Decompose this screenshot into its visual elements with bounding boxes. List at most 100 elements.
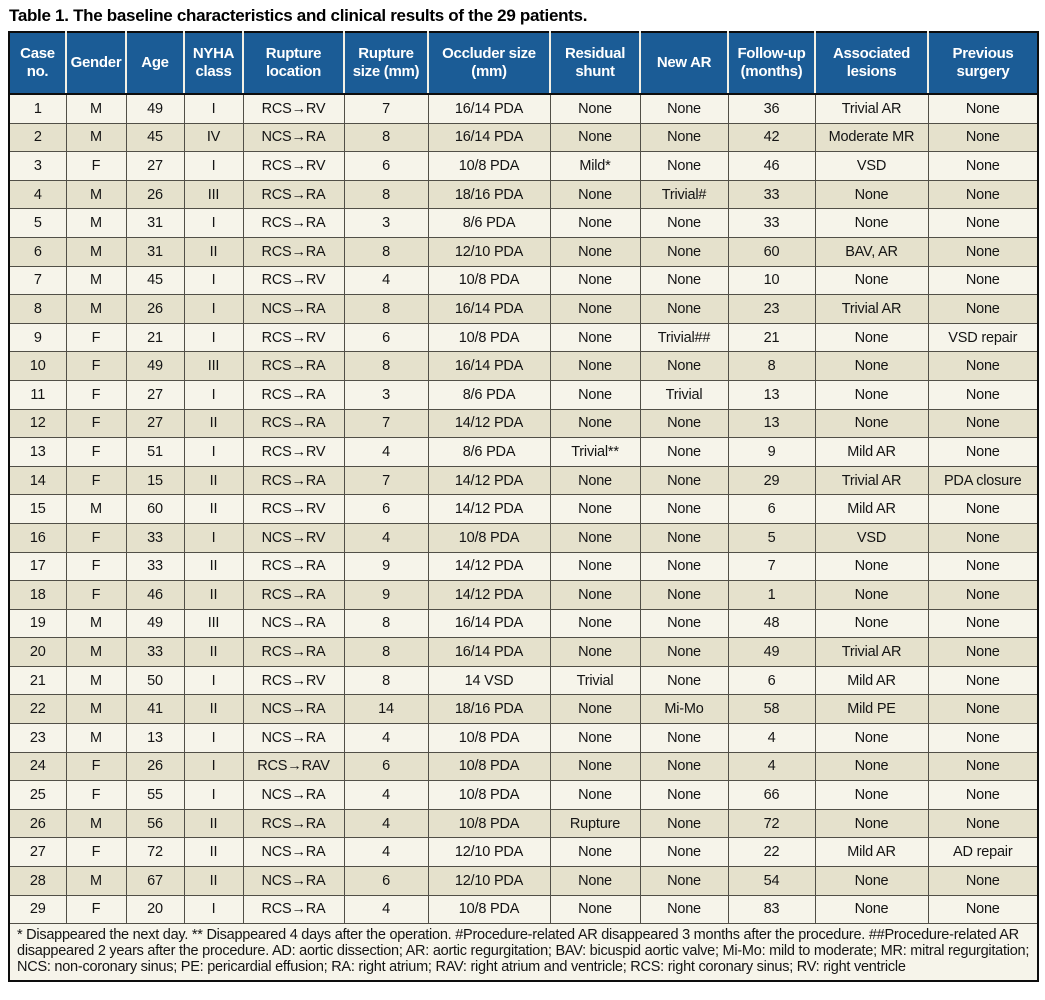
table-cell: 16/14 PDA — [427, 637, 551, 667]
table-cell: None — [927, 379, 1039, 410]
table-cell: None — [639, 637, 729, 667]
column-header-case-no: Case no. — [9, 32, 67, 95]
table-cell: III — [183, 179, 244, 210]
table-cell: 58 — [727, 694, 816, 725]
table-cell: 7 — [727, 551, 816, 582]
table-cell: RCS→RA — [242, 408, 345, 439]
table-row: 20 M 33 II RCS→RA 8 16/14 PDA None None 49 Trivial… — [8, 637, 1039, 667]
table-cell: 28 — [8, 866, 67, 896]
table-cell: 16/14 PDA — [427, 93, 551, 124]
table-row: 7 M 45 I RCS→RV 4 10/8 PDA None None 10 None None — [8, 265, 1039, 296]
table-row: 2 M 45 IV NCS→RA 8 16/14 PDA None None 42 Moderate… — [8, 122, 1039, 153]
table-cell: 49 — [727, 637, 816, 667]
table-cell: None — [549, 265, 641, 296]
table-cell: RCS→RAV — [242, 751, 345, 782]
table-cell: None — [639, 93, 729, 124]
table-cell: RCS→RV — [242, 494, 345, 524]
table-cell: 18/16 PDA — [427, 694, 551, 725]
table-cell: F — [65, 437, 127, 467]
table-cell: None — [549, 551, 641, 582]
table-cell: 51 — [125, 437, 185, 467]
table-cell: None — [927, 723, 1039, 753]
table-cell: I — [183, 780, 244, 810]
table-cell: None — [927, 608, 1039, 639]
table-cell: RCS→RA — [242, 551, 345, 582]
table-cell: Mild AR — [814, 837, 929, 868]
table-cell: RCS→RV — [242, 265, 345, 296]
table-cell: 9 — [343, 580, 429, 610]
table-cell: None — [639, 236, 729, 267]
table-cell: 33 — [727, 179, 816, 210]
table-cell: 66 — [727, 780, 816, 810]
table-cell: None — [927, 236, 1039, 267]
table-cell: None — [549, 379, 641, 410]
table-cell: F — [65, 322, 127, 353]
table-cell: None — [927, 522, 1039, 553]
table-cell: 8 — [343, 236, 429, 267]
table-cell: 2 — [8, 122, 67, 153]
table-cell: Mild* — [549, 151, 641, 181]
table-cell: None — [549, 93, 641, 124]
table-cell: NCS→RA — [242, 122, 345, 153]
table-row: 15 M 60 II RCS→RV 6 14/12 PDA None None 6 Mild AR N… — [8, 494, 1039, 524]
table-cell: 3 — [343, 208, 429, 238]
table-cell: M — [65, 208, 127, 238]
table-cell: 14/12 PDA — [427, 494, 551, 524]
table-cell: Trivial AR — [814, 294, 929, 324]
table-cell: 4 — [343, 780, 429, 810]
table-row: 17 F 33 II RCS→RA 9 14/12 PDA None None 7 None None — [8, 551, 1039, 582]
table-cell: None — [814, 780, 929, 810]
table-cell: 4 — [343, 837, 429, 868]
table-cell: None — [814, 351, 929, 381]
table-cell: None — [639, 894, 729, 925]
column-header-rupture-size: Rupture size (mm) — [344, 32, 429, 95]
table-cell: None — [814, 866, 929, 896]
table-cell: M — [65, 808, 127, 839]
table-cell: None — [927, 265, 1039, 296]
table-cell: None — [549, 236, 641, 267]
table-cell: 60 — [125, 494, 185, 524]
table-cell: 49 — [125, 93, 185, 124]
table-cell: 6 — [343, 494, 429, 524]
table-cell: Trivial AR — [814, 465, 929, 496]
table-cell: None — [927, 208, 1039, 238]
table-cell: 26 — [125, 294, 185, 324]
table-cell: 9 — [8, 322, 67, 353]
table-row: 19 M 49 III NCS→RA 8 16/14 PDA None None 48 None No… — [8, 608, 1039, 639]
table-cell: None — [927, 351, 1039, 381]
table-cell: VSD — [814, 151, 929, 181]
table-cell: None — [549, 294, 641, 324]
table-cell: II — [183, 694, 244, 725]
table-cell: 10 — [8, 351, 67, 381]
table-cell: F — [65, 551, 127, 582]
table-cell: II — [183, 408, 244, 439]
table-cell: None — [639, 551, 729, 582]
table-cell: 13 — [727, 379, 816, 410]
table-cell: Trivial## — [639, 322, 729, 353]
table-cell: None — [639, 866, 729, 896]
table-cell: M — [65, 494, 127, 524]
table-row: 18 F 46 II RCS→RA 9 14/12 PDA None None 1 None None — [8, 580, 1039, 610]
table-cell: 31 — [125, 236, 185, 267]
table-cell: 33 — [125, 551, 185, 582]
table-row: 22 M 41 II NCS→RA 14 18/16 PDA None Mi-Mo 58 Mild … — [8, 694, 1039, 725]
table-cell: None — [549, 894, 641, 925]
table-cell: 8/6 PDA — [427, 379, 551, 410]
table-cell: Moderate MR — [814, 122, 929, 153]
table-cell: 19 — [8, 608, 67, 639]
table-cell: 10/8 PDA — [427, 522, 551, 553]
table-cell: RCS→RA — [242, 179, 345, 210]
table-cell: VSD repair — [927, 322, 1039, 353]
table-cell: Mild AR — [814, 437, 929, 467]
table-row: 26 M 56 II RCS→RA 4 10/8 PDA Rupture None 72 None N… — [8, 808, 1039, 839]
table-row: 5 M 31 I RCS→RA 3 8/6 PDA None None 33 None None — [8, 208, 1039, 238]
table-cell: 16/14 PDA — [427, 294, 551, 324]
table-cell: None — [549, 637, 641, 667]
table-cell: None — [549, 408, 641, 439]
table-cell: 67 — [125, 866, 185, 896]
table-cell: 18 — [8, 580, 67, 610]
table-cell: None — [814, 608, 929, 639]
table-cell: None — [927, 665, 1039, 696]
table-row: 13 F 51 I RCS→RV 4 8/6 PDA Trivial** None 9 Mild A… — [8, 437, 1039, 467]
table-cell: 10/8 PDA — [427, 265, 551, 296]
